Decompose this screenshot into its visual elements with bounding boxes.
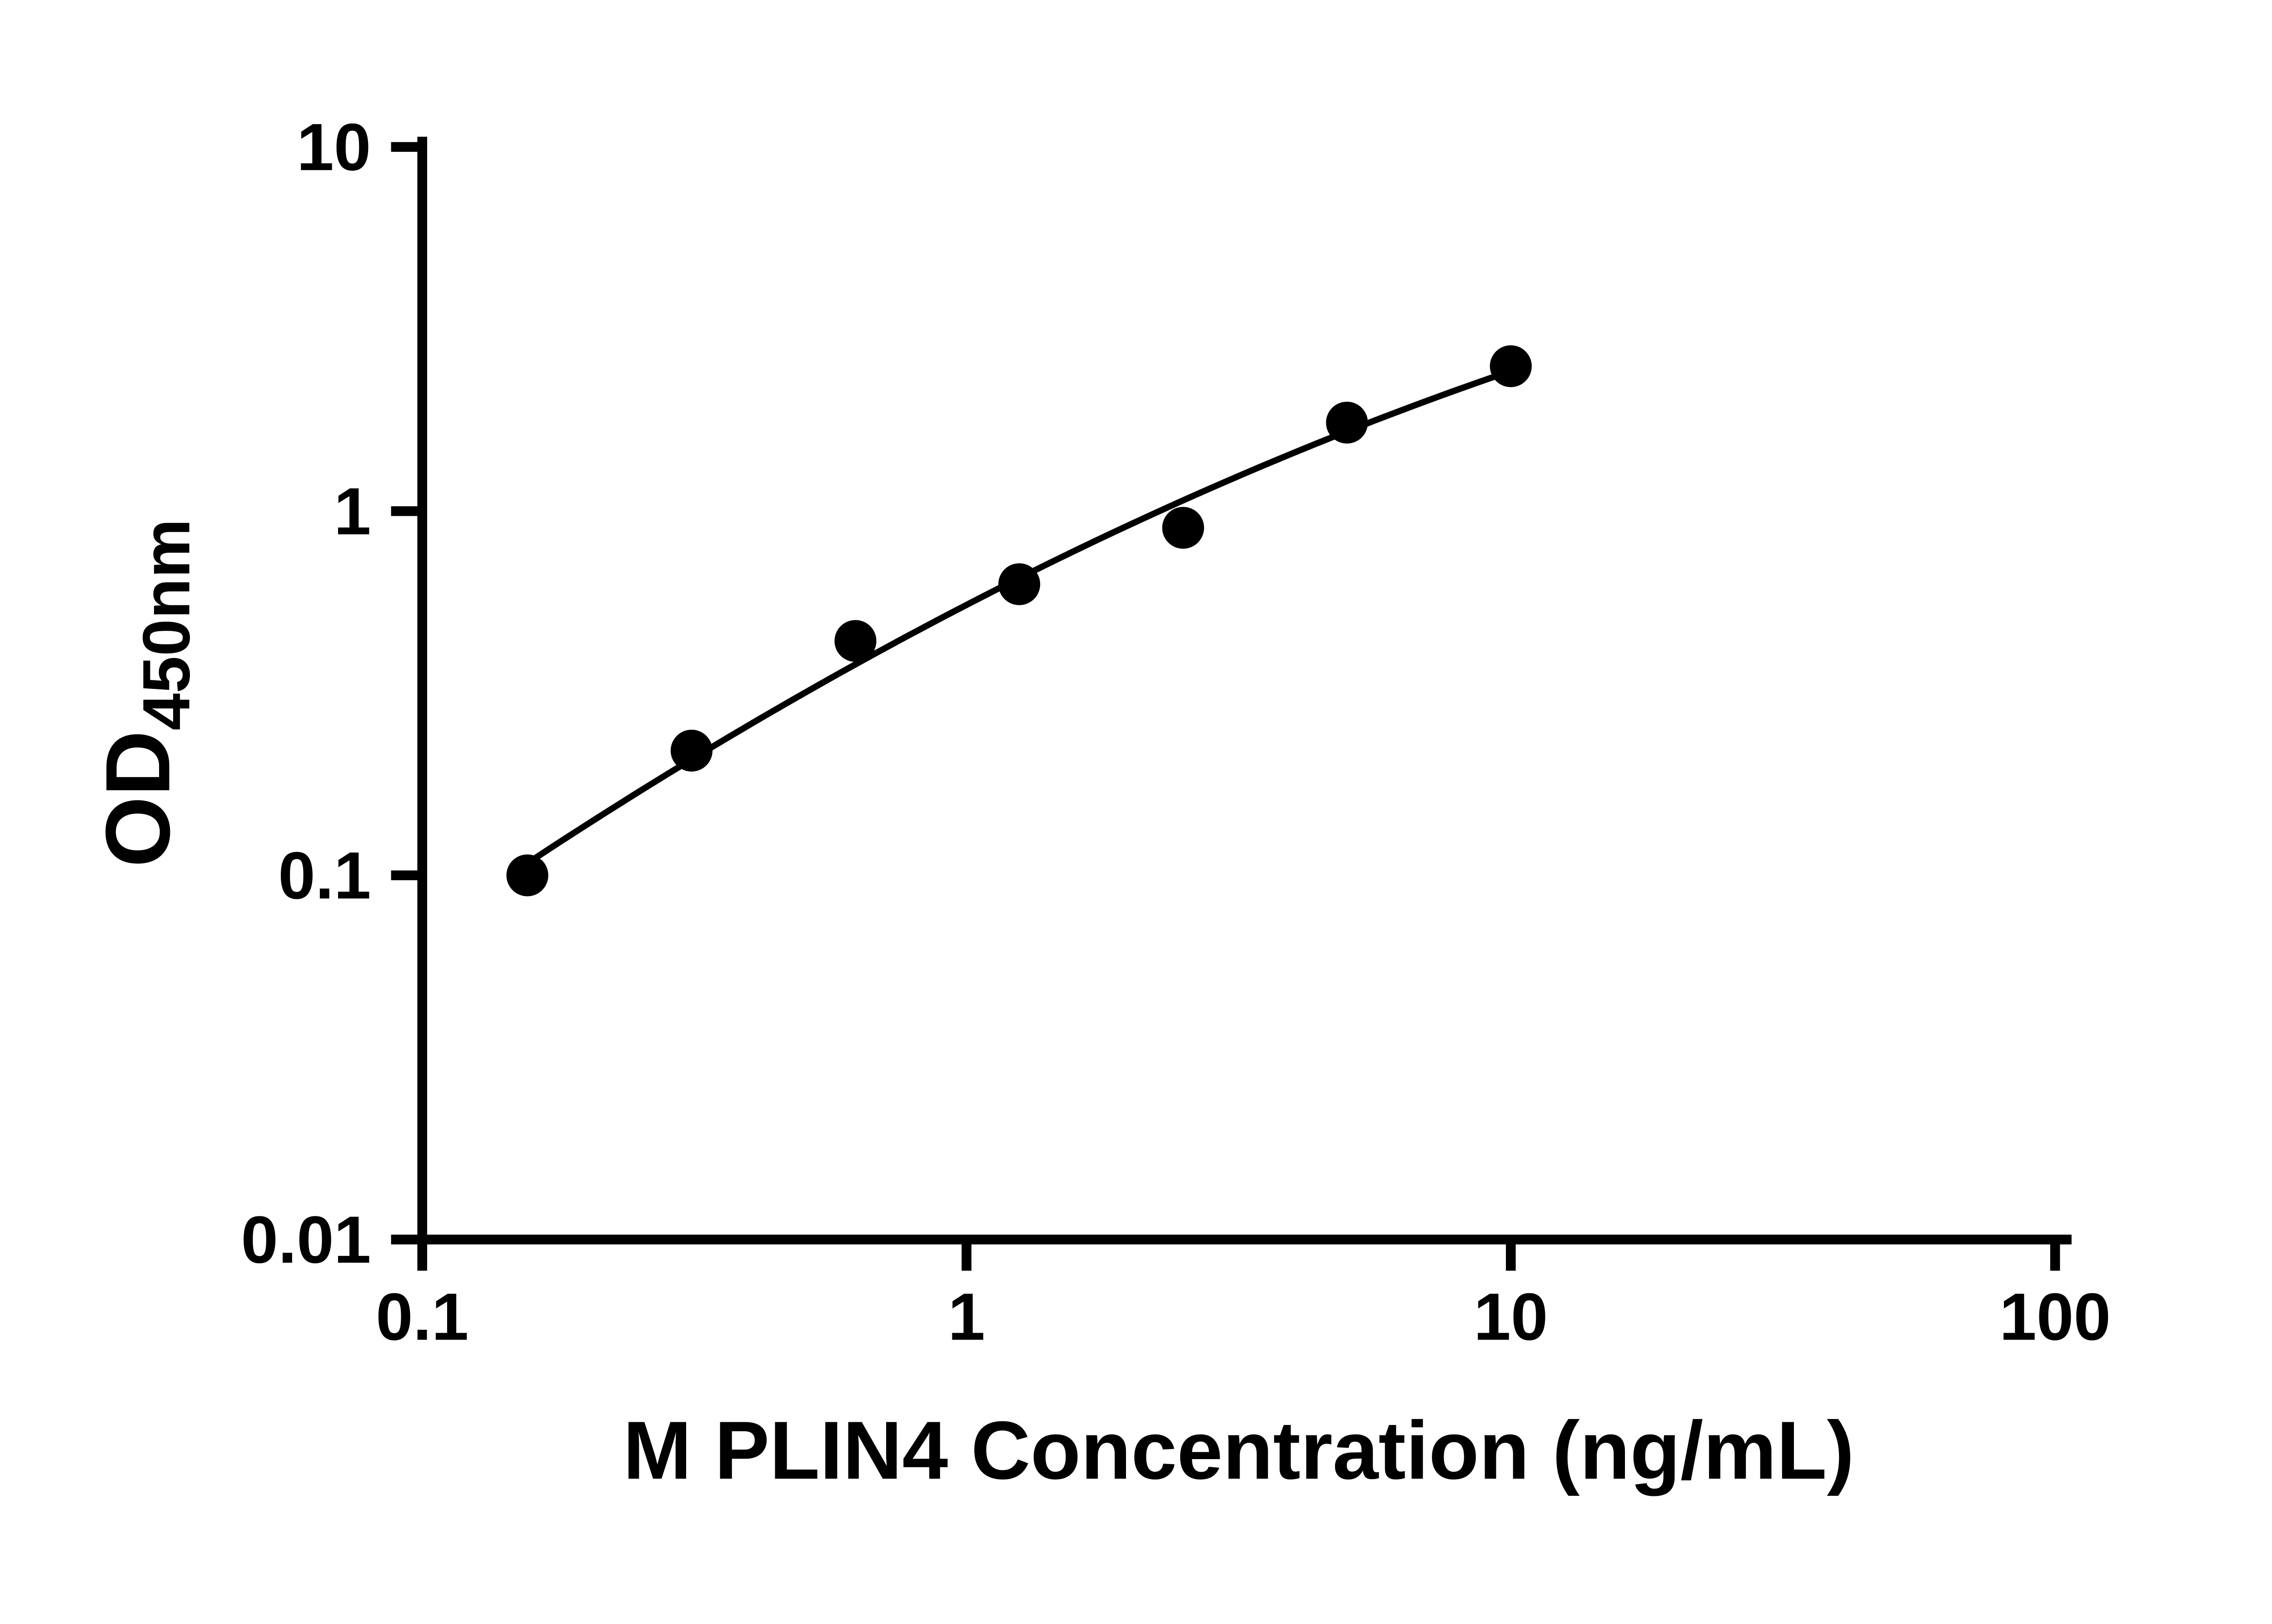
axis-spine <box>417 136 2072 1245</box>
data-point <box>1326 402 1368 444</box>
data-point <box>506 854 548 897</box>
y-axis-title-main: OD <box>86 730 189 867</box>
x-tick-label: 0.1 <box>376 1280 468 1354</box>
y-axis-title: OD450nm <box>86 519 204 867</box>
x-tick-label: 100 <box>1999 1280 2111 1354</box>
y-tick-label: 10 <box>297 110 371 184</box>
x-axis-title: M PLIN4 Concentration (ng/mL) <box>623 1405 1854 1496</box>
x-tick-label: 1 <box>948 1280 985 1354</box>
data-point <box>670 729 713 772</box>
data-point <box>1490 345 1532 387</box>
x-tick-label: 10 <box>1474 1280 1548 1354</box>
data-point <box>1162 507 1204 549</box>
y-tick-label: 0.1 <box>278 838 371 913</box>
data-layer <box>506 345 1532 897</box>
data-point <box>834 620 877 662</box>
y-tick-label: 1 <box>334 474 371 549</box>
fit-curve <box>531 368 1512 862</box>
data-point <box>998 563 1041 605</box>
y-axis-title-subscript: 450nm <box>130 519 204 731</box>
y-tick-label: 0.01 <box>241 1203 371 1277</box>
